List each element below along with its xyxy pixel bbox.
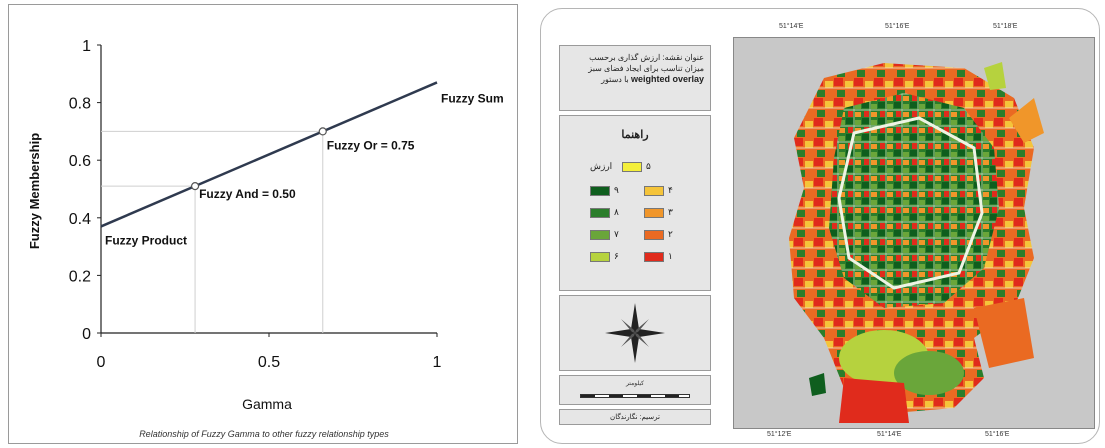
legend-label: ۴ <box>668 185 673 195</box>
legend-label: ۵ <box>646 161 651 171</box>
coord-top-1: 51°14'E <box>779 23 804 30</box>
chart-series <box>100 81 438 228</box>
city-suitability-map <box>789 62 1044 423</box>
legend-label: ۶ <box>614 251 619 261</box>
data-point-marker <box>190 182 200 191</box>
coord-top-3: 51°18'E <box>993 23 1018 30</box>
fuzzy-gamma-chart-panel: Fuzzy Membership Gamma 0 0.2 0.4 0.6 0.8 1 0 0.… <box>8 4 518 444</box>
map-panel: عنوان نقشه: ارزش گذاری برحسب میزان تناسب… <box>540 8 1100 444</box>
y-tick-label: 0.8 <box>69 96 91 113</box>
data-point-marker <box>318 127 327 136</box>
y-tick-label: 1 <box>82 38 91 55</box>
map-title-method: weighted overlay <box>630 74 704 84</box>
map-legend: راهنما ارزش ۵ ۹ ۴ ۸ ۳ ۷ ۲ ۶ ۱ <box>559 115 711 291</box>
coord-top-2: 51°16'E <box>885 23 910 30</box>
north-arrow-icon <box>605 303 665 363</box>
series-line <box>100 81 438 228</box>
scale-bar-box: کیلومتر <box>559 375 711 405</box>
x-tick-label: 0 <box>97 354 106 371</box>
coord-bottom-2: 51°14'E <box>877 431 902 438</box>
scale-bar <box>580 394 690 398</box>
y-axis-label-group: Fuzzy Membership <box>27 133 42 249</box>
x-tick-label: 1 <box>433 354 442 371</box>
map-credit: ترسیم: نگارندگان <box>559 409 711 425</box>
annotation-label: Fuzzy And = 0.50 <box>199 187 296 201</box>
legend-label: ۸ <box>614 207 619 217</box>
x-axis-label: Gamma <box>242 396 292 412</box>
map-title-line-1: عنوان نقشه: ارزش گذاری برحسب <box>589 53 704 62</box>
x-tick-label: 0.5 <box>258 354 280 371</box>
y-tick-label: 0.4 <box>69 211 91 228</box>
legend-swatch <box>644 208 664 218</box>
annotation-label: Fuzzy Sum <box>441 91 504 105</box>
y-tick-label: 0 <box>82 326 91 343</box>
coord-bottom-3: 51°16'E <box>985 431 1010 438</box>
chart-caption: Relationship of Fuzzy Gamma to other fuz… <box>139 429 389 439</box>
legend-swatch <box>590 230 610 240</box>
compass-box <box>559 295 711 371</box>
y-axis-label: Fuzzy Membership <box>27 133 42 249</box>
chart-axes: 0 0.2 0.4 0.6 0.8 1 0 0.5 1 <box>69 38 442 371</box>
fuzzy-gamma-chart: Fuzzy Membership Gamma 0 0.2 0.4 0.6 0.8 1 0 0.… <box>27 38 504 412</box>
annotation-label: Fuzzy Or = 0.75 <box>327 138 415 152</box>
legend-swatch <box>590 186 610 196</box>
coord-bottom-1: 51°12'E <box>767 431 792 438</box>
legend-label: ارزش <box>590 161 613 171</box>
legend-label: ۷ <box>614 229 619 239</box>
legend-swatch <box>622 162 642 172</box>
map-title-line-2: میزان تناسب برای ایجاد فضای سبز <box>588 64 704 73</box>
legend-label: ۱ <box>668 251 673 261</box>
legend-swatch <box>590 208 610 218</box>
y-tick-label: 0.6 <box>69 153 91 170</box>
chart-guides <box>101 130 324 333</box>
legend-label: ۹ <box>614 185 619 195</box>
suitability-map <box>733 37 1095 429</box>
chart-annotations: Fuzzy Product Fuzzy And = 0.50 Fuzzy Or = … <box>105 91 504 247</box>
legend-title: راهنما <box>621 129 649 141</box>
legend-label: ۳ <box>668 207 673 217</box>
legend-swatch <box>590 252 610 262</box>
legend-swatch <box>644 252 664 262</box>
map-title-prefix: با دستور <box>601 75 629 84</box>
legend-swatch <box>644 230 664 240</box>
legend-swatch <box>644 186 664 196</box>
scale-label: کیلومتر <box>625 381 645 387</box>
map-title-box: عنوان نقشه: ارزش گذاری برحسب میزان تناسب… <box>559 45 711 111</box>
annotation-label: Fuzzy Product <box>105 233 187 247</box>
legend-label: ۲ <box>668 229 673 239</box>
y-tick-label: 0.2 <box>69 268 91 285</box>
